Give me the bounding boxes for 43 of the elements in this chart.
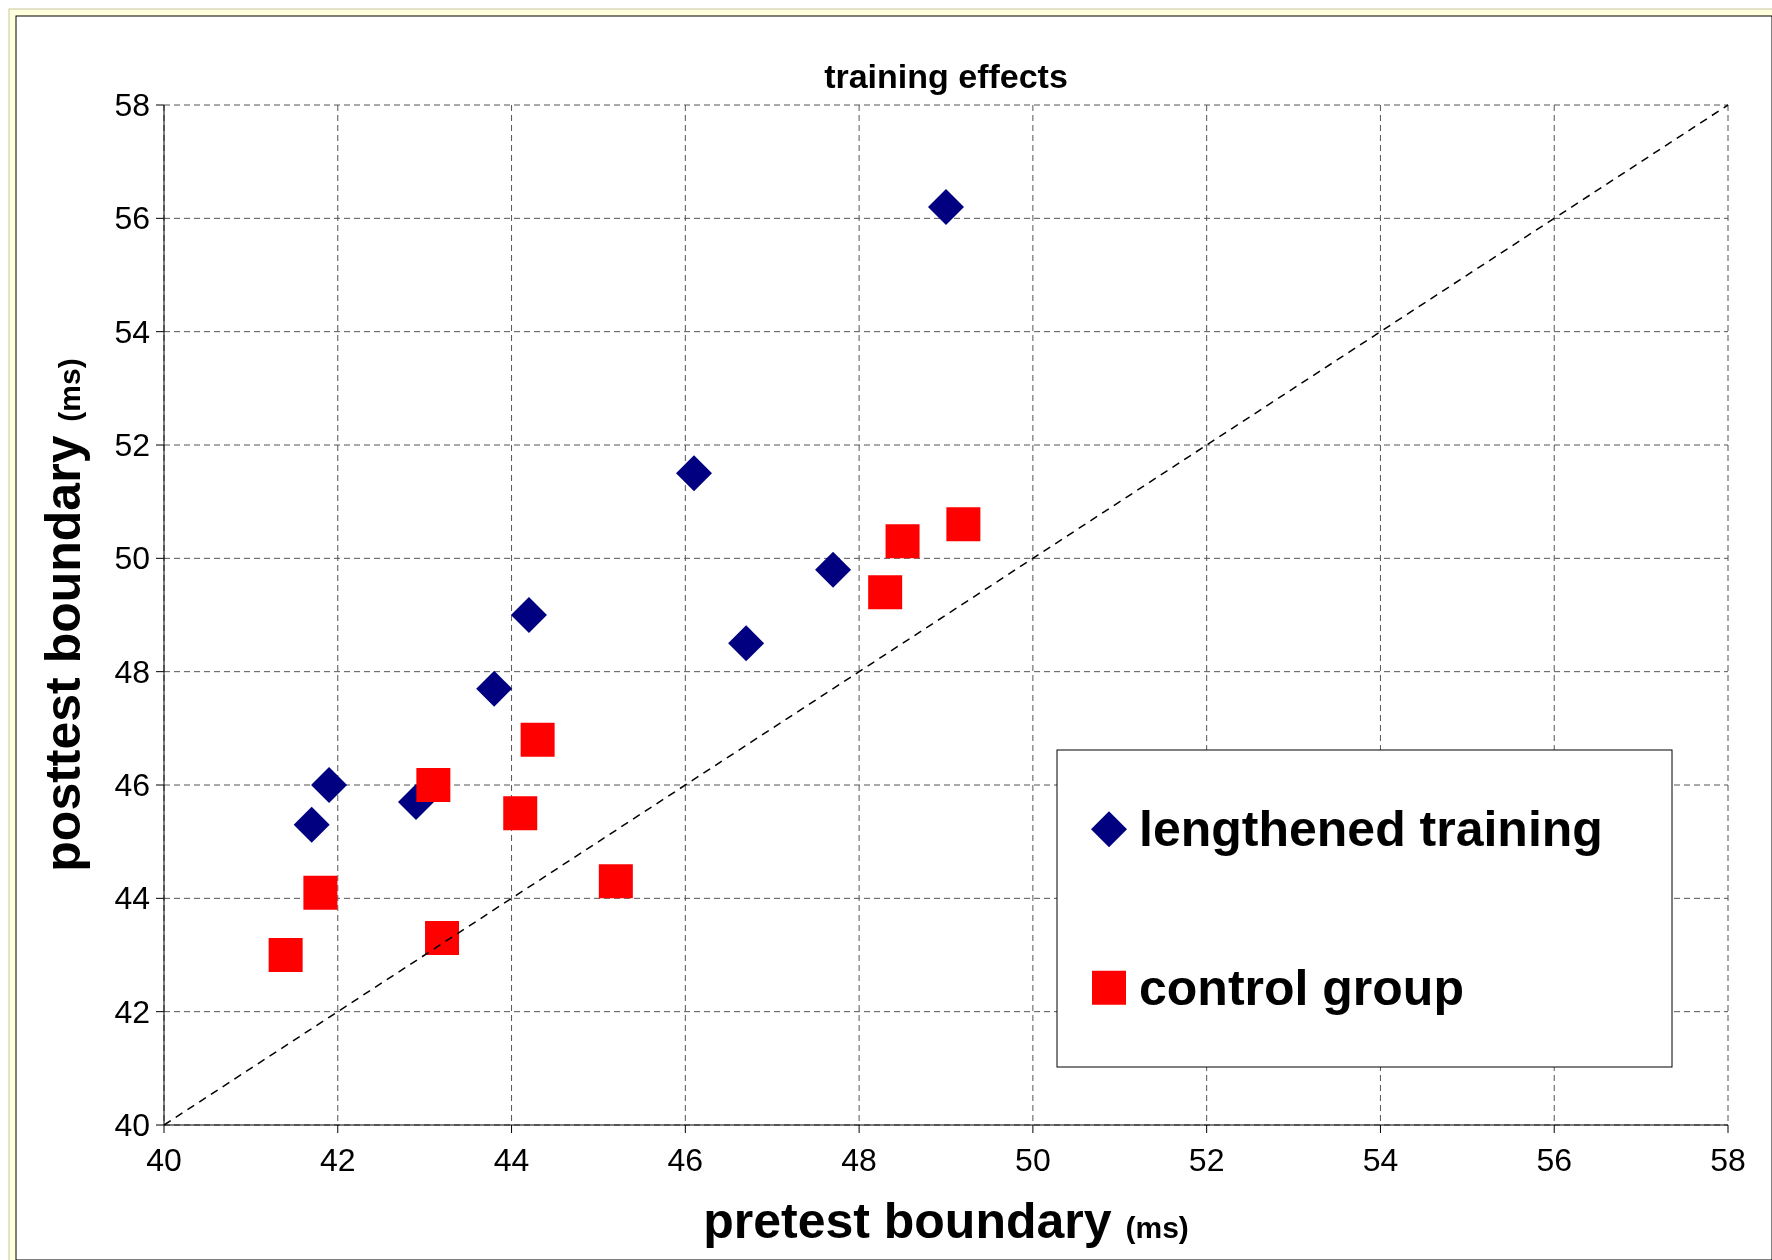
- point: [503, 796, 538, 831]
- y-tick-label: 42: [114, 993, 150, 1030]
- x-axis-title: pretest boundary (ms): [703, 1193, 1189, 1249]
- point: [885, 524, 920, 559]
- point: [868, 575, 903, 610]
- x-tick-label: 52: [1188, 1142, 1225, 1178]
- point: [268, 938, 303, 972]
- x-tick-label: 40: [146, 1142, 182, 1178]
- point: [510, 597, 547, 633]
- x-tick-label: 48: [841, 1142, 877, 1178]
- y-tick-label: 46: [114, 767, 150, 803]
- chart-title: training effects: [824, 57, 1068, 95]
- y-tick-label: 40: [114, 1107, 150, 1143]
- legend-label: control group: [1139, 959, 1464, 1016]
- x-tick-label: 42: [319, 1142, 356, 1178]
- y-tick-label: 50: [114, 540, 150, 577]
- x-tick-label: 54: [1362, 1142, 1399, 1178]
- point: [303, 875, 338, 910]
- point: [676, 455, 713, 492]
- point: [928, 189, 964, 225]
- point: [815, 551, 852, 588]
- y-axis-title: posttest boundary (ms): [35, 358, 91, 872]
- y-tick-label: 48: [114, 653, 150, 690]
- point: [311, 767, 348, 803]
- x-tick-label: 58: [1710, 1142, 1746, 1178]
- x-tick-label: 46: [667, 1142, 704, 1178]
- y-tick-label: 56: [114, 200, 150, 237]
- point: [946, 507, 981, 542]
- legend-label: lengthened training: [1139, 801, 1603, 858]
- point: [425, 921, 460, 955]
- point: [520, 722, 555, 757]
- x-tick-label: 56: [1536, 1142, 1573, 1178]
- point: [476, 670, 513, 707]
- x-tick-label: 44: [493, 1142, 530, 1178]
- point: [293, 806, 330, 843]
- y-tick-label: 44: [114, 880, 150, 917]
- point: [598, 864, 633, 899]
- y-tick-label: 58: [114, 87, 150, 123]
- point: [728, 625, 765, 662]
- point: [416, 768, 451, 802]
- y-tick-label: 52: [114, 427, 150, 463]
- y-tick-label: 54: [114, 313, 150, 350]
- x-tick-label: 50: [1015, 1142, 1051, 1178]
